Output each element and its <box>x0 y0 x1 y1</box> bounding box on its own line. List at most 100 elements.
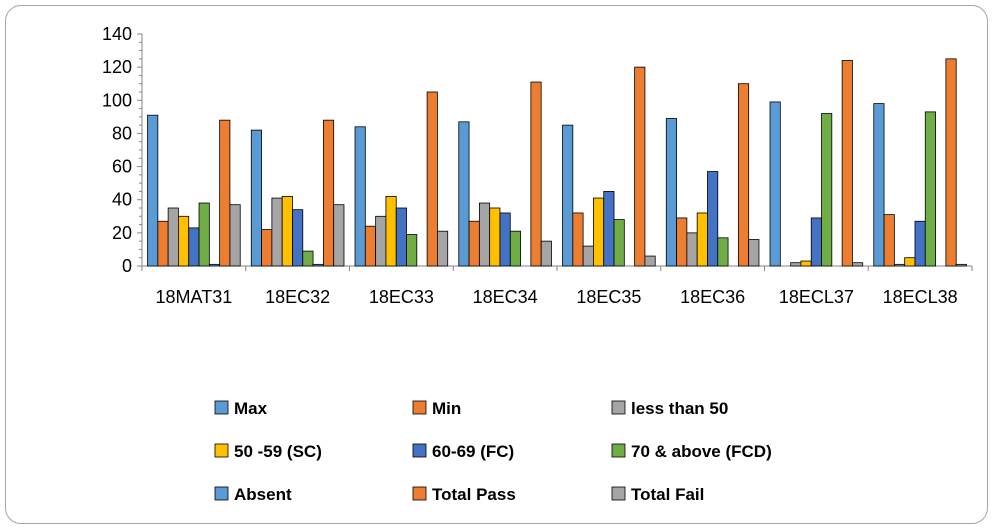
bar-min-18ec32 <box>261 229 273 267</box>
legend-label-absent: Absent <box>234 485 292 504</box>
legend-label-less-than-50: less than 50 <box>631 399 728 418</box>
bar-70-above-fcd-18ecl38 <box>924 111 936 267</box>
bar-less-than-50-18ec36 <box>686 232 698 267</box>
bar-total-pass-18ecl38 <box>945 58 957 267</box>
bar-total-fail-18ec32 <box>333 204 345 267</box>
x-tick-label-18ec35: 18EC35 <box>576 287 641 307</box>
y-tick-label: 80 <box>112 123 132 143</box>
bar-60-69-fc-18ec33 <box>395 207 407 267</box>
y-tick-label: 100 <box>102 90 132 110</box>
bar-70-above-fcd-18ec33 <box>406 234 418 267</box>
y-tick-label: 40 <box>112 190 132 210</box>
legend-swatch-70-above-fcd <box>611 443 626 458</box>
bar-60-69-fc-18ec35 <box>603 191 615 267</box>
bar-50-59-sc-18ec32 <box>281 195 293 267</box>
bar-50-59-sc-18ec36 <box>696 212 708 267</box>
bar-less-than-50-18ec32 <box>271 197 283 267</box>
bar-total-fail-18ec36 <box>748 239 760 267</box>
y-tick-label: 120 <box>102 57 132 77</box>
bar-70-above-fcd-18ec36 <box>717 237 729 267</box>
chart-bars <box>147 58 967 267</box>
x-tick-label-18ecl38: 18ECL38 <box>883 287 958 307</box>
bar-total-pass-18ecl37 <box>841 60 853 267</box>
bar-total-fail-18ecl38 <box>955 263 967 267</box>
bar-total-fail-18mat31 <box>229 204 241 267</box>
bar-max-18ec34 <box>458 121 470 267</box>
x-tick-label-18mat31: 18MAT31 <box>156 287 233 307</box>
y-tick-label: 20 <box>112 223 132 243</box>
legend-label-60-69-fc: 60-69 (FC) <box>432 442 514 461</box>
bar-total-fail-18ec34 <box>540 240 552 267</box>
bar-70-above-fcd-18ec34 <box>509 230 521 267</box>
bar-50-59-sc-18ec33 <box>385 195 397 267</box>
bar-min-18ec33 <box>364 225 377 267</box>
bar-total-pass-18ec35 <box>634 66 646 267</box>
bar-total-pass-18ec33 <box>426 91 438 267</box>
bar-50-59-sc-18ec35 <box>593 197 605 267</box>
bar-absent-18mat31 <box>208 263 221 267</box>
bar-max-18ecl38 <box>873 103 885 267</box>
legend-swatch-min <box>412 400 427 415</box>
bar-max-18mat31 <box>147 114 159 267</box>
legend-label-total-fail: Total Fail <box>631 485 704 504</box>
bar-min-18ecl38 <box>883 214 895 267</box>
bar-70-above-fcd-18ecl37 <box>821 113 833 267</box>
bar-60-69-fc-18mat31 <box>188 227 200 267</box>
bar-max-18ec36 <box>665 118 677 267</box>
bar-total-fail-18ec35 <box>644 255 656 267</box>
legend-label-50-59-sc: 50 -59 (SC) <box>234 442 322 461</box>
bar-total-pass-18ec34 <box>530 81 542 267</box>
bar-max-18ec33 <box>354 126 366 267</box>
bar-70-above-fcd-18ec35 <box>613 219 625 267</box>
y-tick-label: 140 <box>102 24 132 44</box>
legend-swatch-max <box>214 400 229 415</box>
x-tick-label-18ecl37: 18ECL37 <box>779 287 854 307</box>
bar-total-pass-18ec36 <box>737 83 750 267</box>
legend-swatch-less-than-50 <box>611 400 626 415</box>
y-tick-label: 0 <box>122 256 132 276</box>
bar-60-69-fc-18ec36 <box>707 171 719 267</box>
bar-50-59-sc-18mat31 <box>178 215 190 267</box>
bar-60-69-fc-18ec32 <box>292 209 304 267</box>
bar-min-18ec34 <box>468 220 480 267</box>
bar-50-59-sc-18ecl38 <box>904 257 916 267</box>
legend-label-max: Max <box>234 399 268 418</box>
bar-total-fail-18ec33 <box>437 230 449 267</box>
bar-60-69-fc-18ecl37 <box>810 217 822 267</box>
bar-total-pass-18ec32 <box>322 119 335 267</box>
legend-swatch-50-59-sc <box>214 443 229 458</box>
bar-70-above-fcd-18mat31 <box>198 202 210 267</box>
x-tick-label-18ec34: 18EC34 <box>473 287 538 307</box>
y-tick-label: 60 <box>112 157 132 177</box>
bar-max-18ec32 <box>250 129 262 267</box>
legend-swatch-total-fail <box>611 486 626 501</box>
bar-less-than-50-18ec33 <box>375 215 387 267</box>
bar-total-fail-18ecl37 <box>852 262 864 267</box>
x-tick-label-18ec32: 18EC32 <box>265 287 330 307</box>
bar-60-69-fc-18ecl38 <box>914 220 926 267</box>
bar-less-than-50-18ec35 <box>582 245 594 267</box>
bar-70-above-fcd-18ec32 <box>302 250 314 267</box>
chart-axes: 0 20 40 60 80 100 120 140 18MAT31 18EC32 18EC33 18E… <box>102 24 973 307</box>
legend-swatch-60-69-fc <box>412 443 427 458</box>
bar-less-than-50-18ecl38 <box>893 263 906 267</box>
bar-50-59-sc-18ec34 <box>489 207 501 267</box>
legend-label-total-pass: Total Pass <box>432 485 516 504</box>
legend-swatch-total-pass <box>412 486 427 501</box>
bar-min-18mat31 <box>157 220 169 267</box>
bar-50-59-sc-18ecl37 <box>800 260 812 267</box>
x-tick-label-18ec36: 18EC36 <box>680 287 745 307</box>
bar-min-18ec35 <box>572 212 584 267</box>
bar-less-than-50-18ecl37 <box>790 262 802 267</box>
chart-legend: Max Min less than 50 50 -59 (SC) 60-69 (FC) 7… <box>214 399 772 504</box>
legend-label-70-above-fcd: 70 & above (FCD) <box>631 442 772 461</box>
bar-total-pass-18mat31 <box>219 119 231 267</box>
legend-label-min: Min <box>432 399 461 418</box>
bar-absent-18ec32 <box>312 263 324 267</box>
bar-max-18ecl37 <box>769 101 781 267</box>
legend-swatch-absent <box>214 486 229 501</box>
bar-min-18ec36 <box>676 217 688 267</box>
x-tick-label-18ec33: 18EC33 <box>369 287 434 307</box>
bar-less-than-50-18mat31 <box>167 207 179 267</box>
